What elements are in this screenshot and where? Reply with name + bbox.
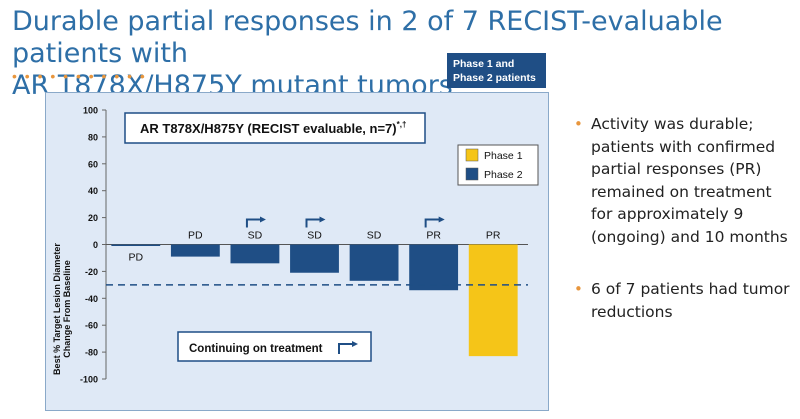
continuing-arrows <box>245 216 445 228</box>
response-label-5: SD <box>367 230 382 242</box>
y-tick-label: 40 <box>88 186 98 196</box>
response-labels: PD PD SD SD SD PR PR <box>128 230 500 264</box>
bar-patient-5 <box>349 244 399 281</box>
bar-patient-3 <box>230 244 280 264</box>
continuing-arrow-3 <box>245 216 266 228</box>
y-tick-label: 60 <box>88 159 98 169</box>
slide-title: Durable partial responses in 2 of 7 RECI… <box>12 6 792 102</box>
chart-title: AR T878X/H875Y (RECIST evaluable, n=7)*,… <box>140 120 406 136</box>
bar-patient-7 <box>468 244 518 357</box>
legend-label-phase-1: Phase 1 <box>484 150 523 162</box>
legend-label-phase-2: Phase 2 <box>484 169 523 181</box>
response-label-3: SD <box>248 230 263 242</box>
bullet-icon: • <box>574 115 583 133</box>
y-tick-label: -20 <box>85 267 98 277</box>
bullet-list: • Activity was durable; patients with co… <box>574 113 796 353</box>
legend-swatch-phase-2 <box>465 167 479 181</box>
chart-title-main: AR T878X/H875Y (RECIST evaluable, n=7) <box>140 121 397 136</box>
phase-tag-line-2: Phase 2 patients <box>453 72 536 84</box>
continuing-legend-label: Continuing on treatment <box>189 343 323 355</box>
bullet-text-2: 6 of 7 patients had tumor reductions <box>591 280 790 321</box>
bar-patient-1 <box>111 244 161 246</box>
y-tick-label: 0 <box>93 240 98 250</box>
y-tick-label: -60 <box>85 321 98 331</box>
y-tick-label: -80 <box>85 348 98 358</box>
bullet-icon: • <box>574 280 583 298</box>
phase-tag-line-1: Phase 1 and <box>453 58 515 70</box>
phase-tag: Phase 1 and Phase 2 patients <box>447 53 546 88</box>
response-label-1: PD <box>128 252 143 264</box>
y-tick-label: 80 <box>88 132 98 142</box>
y-tick-label: 100 <box>83 106 98 116</box>
continuing-legend-box: Continuing on treatment <box>177 331 372 362</box>
bars <box>111 244 518 357</box>
y-tick-label: 20 <box>88 213 98 223</box>
y-axis-label-line-1: Best % Target Lesion Diameter <box>52 243 62 375</box>
bullet-item-1: • Activity was durable; patients with co… <box>574 113 796 248</box>
bar-patient-6 <box>409 244 459 291</box>
chart-svg: 100 80 60 40 20 0 -20 -40 -60 -80 -100 Best % Targ… <box>45 92 549 411</box>
continuing-arrow-4 <box>305 216 326 228</box>
bar-patient-2 <box>170 244 220 257</box>
response-label-7: PR <box>486 230 501 242</box>
chart-title-box: AR T878X/H875Y (RECIST evaluable, n=7)*,… <box>124 112 426 144</box>
response-label-6: PR <box>426 230 441 242</box>
response-label-4: SD <box>307 230 322 242</box>
response-label-2: PD <box>188 230 203 242</box>
continuing-arrow-6 <box>424 216 445 228</box>
slide-title-line-1: Durable partial responses in 2 of 7 RECI… <box>12 6 723 69</box>
bullet-text-1: Activity was durable; patients with conf… <box>591 115 788 246</box>
y-axis-label-line-2: Change From Baseline <box>62 260 72 358</box>
bar-patient-4 <box>290 244 339 273</box>
decorative-dots: • • • • • • • • • • • <box>12 68 147 84</box>
waterfall-chart: 100 80 60 40 20 0 -20 -40 -60 -80 -100 Best % Targ… <box>45 92 549 411</box>
bullet-item-2: • 6 of 7 patients had tumor reductions <box>574 278 796 323</box>
chart-title-superscript: *,† <box>397 120 407 129</box>
legend-swatch-phase-1 <box>465 148 479 162</box>
legend: Phase 1 Phase 2 <box>457 144 539 186</box>
y-tick-label: -100 <box>80 375 98 385</box>
continuing-arrow-icon <box>338 341 358 354</box>
y-tick-label: -40 <box>85 294 98 304</box>
